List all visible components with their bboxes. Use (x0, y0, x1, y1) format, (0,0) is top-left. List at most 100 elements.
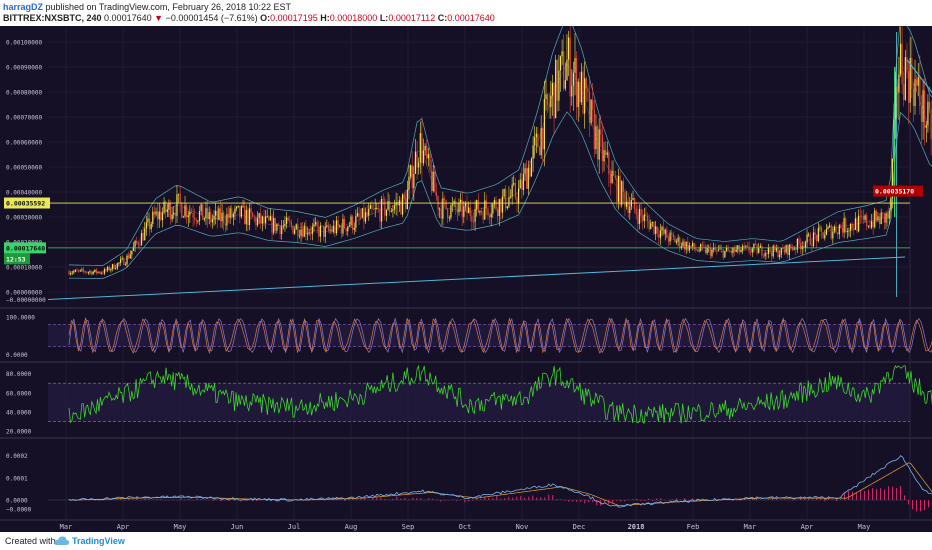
candle-body (165, 201, 167, 213)
candle-body (323, 225, 325, 237)
macd-histogram-bar (888, 486, 890, 500)
candle-body (548, 104, 550, 108)
chart-svg[interactable]: Mar Apr May Jun Jul Aug Sep Oct Nov Dec 2018 Feb Mar… (0, 13, 932, 532)
candle-body (825, 228, 827, 235)
candle-body (500, 199, 502, 213)
candle-body (696, 250, 699, 252)
macd-histogram-bar (340, 498, 342, 500)
y-tick-label: 0.0000 (6, 352, 28, 359)
chart-area[interactable]: Mar Apr May Jun Jul Aug Sep Oct Nov Dec 2018 Feb Mar… (0, 13, 932, 532)
candle-body (616, 177, 618, 202)
candle-body (497, 209, 499, 217)
candle-body (725, 247, 728, 251)
candle-body (758, 247, 760, 254)
macd-histogram-bar (524, 497, 526, 500)
macd-histogram-bar (792, 500, 794, 501)
candle-body (878, 216, 881, 225)
footer: Created with TradingView (0, 532, 932, 550)
macd-histogram-bar (640, 500, 642, 501)
candle-body (547, 94, 549, 105)
x-tick-label: Jul (288, 523, 301, 531)
candle-body (202, 204, 204, 220)
candle-body (374, 208, 376, 210)
macd-histogram-bar (520, 496, 522, 500)
candle-body (150, 223, 152, 230)
macd-histogram-bar (440, 500, 442, 502)
macd-histogram-bar (852, 491, 854, 500)
candle-body (671, 232, 673, 235)
candle-body (848, 230, 850, 232)
candle-body (147, 218, 149, 223)
candle-body (537, 133, 539, 148)
candle-body (569, 37, 571, 97)
target-price-label-box (873, 185, 923, 197)
candle-body (381, 198, 383, 222)
x-tick-label: Sep (402, 523, 415, 531)
x-tick-label: Mar (60, 523, 73, 531)
candle-body (197, 220, 199, 222)
candle-body (577, 81, 579, 108)
candle-body (385, 209, 388, 216)
candle-body (658, 234, 660, 238)
candle-body (567, 37, 570, 60)
macd-histogram-bar (844, 493, 846, 500)
y-tick-label: 0.00060000 (6, 140, 43, 147)
tradingview-brand[interactable]: TradingView (72, 536, 125, 546)
macd-histogram-bar (488, 497, 490, 500)
candle-body (300, 229, 302, 236)
symbol-line: BITTREX:NXSBTC, 240 0.00017640 ▼ −0.0000… (3, 13, 495, 24)
candle-body (168, 203, 170, 210)
macd-histogram-bar (240, 500, 242, 502)
candle-body (653, 221, 655, 234)
candle-body (540, 128, 542, 156)
change-text: −0.00001454 (−7.61%) (165, 13, 258, 23)
candle-body (445, 199, 447, 209)
candle-body (195, 219, 197, 222)
y-tick-label: 60.0000 (6, 390, 32, 397)
candle-body (84, 271, 86, 273)
candle-body (294, 229, 296, 234)
candle-body (434, 171, 436, 193)
candle-body (505, 189, 507, 209)
candle-body (824, 234, 826, 239)
macd-histogram-bar (392, 498, 394, 500)
candle-body (363, 208, 365, 222)
macd-histogram-bar (460, 499, 462, 500)
candle-body (461, 199, 463, 217)
candle-body (682, 241, 684, 247)
candle-body (456, 208, 458, 213)
macd-histogram-bar (604, 500, 606, 504)
candle-body (310, 232, 312, 234)
candle-body (518, 188, 520, 203)
candle-body (295, 224, 297, 230)
macd-histogram-bar (544, 497, 546, 500)
rsi-line (68, 364, 932, 425)
macd-histogram-bar (472, 500, 474, 501)
candle-body (279, 225, 281, 234)
candle-body (898, 74, 900, 93)
candle-body (123, 258, 125, 266)
candle-body (177, 193, 180, 195)
low-value: 0.00017112 (388, 13, 436, 23)
author-name[interactable]: harragDZ (3, 2, 44, 12)
candle-body (345, 228, 347, 232)
candle-body (732, 247, 734, 253)
candle-body (587, 88, 589, 92)
macd-histogram-bar (552, 495, 554, 500)
candle-body (224, 223, 226, 226)
candle-body (877, 216, 879, 221)
candle-body (137, 242, 139, 246)
macd-histogram-bar (928, 500, 930, 508)
candle-body (403, 194, 405, 199)
candle-body (830, 225, 832, 239)
candle-body (410, 165, 412, 177)
candle-body (703, 245, 705, 247)
macd-histogram-bar (804, 498, 806, 500)
candle-body (440, 208, 442, 219)
candle-body (324, 226, 326, 237)
candle-body (769, 247, 771, 253)
macd-histogram-bar (908, 500, 910, 505)
candle-body (266, 216, 268, 218)
candle-body (811, 245, 813, 246)
candle-body (218, 208, 220, 220)
